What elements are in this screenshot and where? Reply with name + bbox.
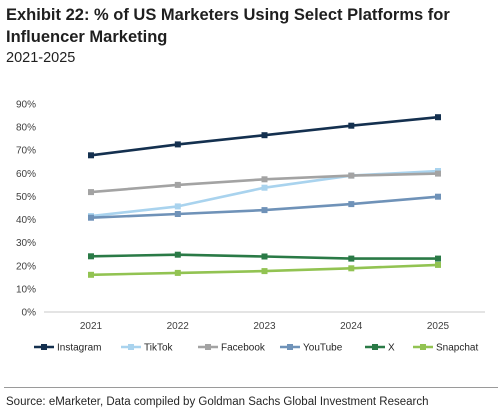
- x-axis: 2021 2022 2023 2024 2025: [44, 311, 485, 332]
- legend-label: YouTube: [303, 343, 343, 354]
- data-point-youtube: [435, 193, 441, 200]
- data-point-facebook: [88, 189, 94, 196]
- legend-swatch-marker: [372, 344, 378, 350]
- data-point-x: [261, 253, 268, 260]
- series-lines: [88, 114, 441, 278]
- data-point-x: [435, 255, 441, 262]
- data-point-snapchat: [435, 261, 441, 268]
- legend-swatch-marker: [420, 344, 426, 350]
- data-point-facebook: [435, 170, 441, 177]
- data-point-instagram: [174, 141, 181, 148]
- y-tick-label: 50%: [16, 192, 36, 203]
- data-point-tiktok: [174, 203, 181, 210]
- legend-item-x: X: [365, 343, 395, 354]
- y-tick-label: 30%: [16, 238, 36, 249]
- legend-item-snapchat: Snapchat: [413, 343, 478, 354]
- x-tick-label: 2023: [253, 321, 276, 332]
- data-point-x: [174, 251, 181, 258]
- line-chart: 0%10%20%30%40%50%60%70%80%90% 2021 2022 20…: [16, 100, 485, 354]
- series-youtube: [88, 193, 441, 221]
- series-facebook: [88, 170, 441, 196]
- legend-label: Snapchat: [436, 343, 478, 354]
- legend-swatch-marker: [128, 344, 134, 350]
- data-point-x: [88, 253, 94, 260]
- data-point-x: [348, 255, 355, 262]
- data-point-snapchat: [261, 268, 268, 275]
- exhibit-subtitle: 2021-2025: [6, 50, 76, 66]
- legend-item-facebook: Facebook: [198, 343, 266, 354]
- y-axis: 0% 10% 20% 30% 40% 50% 60% 70% 80% 90%: [16, 100, 36, 319]
- data-point-instagram: [348, 122, 355, 129]
- legend-label: Facebook: [221, 343, 266, 354]
- y-tick-label: 60%: [16, 169, 36, 180]
- data-point-instagram: [261, 132, 268, 139]
- chart-legend: Instagram TikTok Facebook YouTube X Snapchat: [34, 343, 478, 354]
- legend-swatch-marker: [41, 344, 47, 350]
- source-note: Source: eMarketer, Data compiled by Gold…: [6, 396, 429, 408]
- y-tick-label: 70%: [16, 146, 36, 157]
- source-divider: [4, 387, 498, 388]
- data-point-youtube: [261, 207, 268, 214]
- legend-label: Instagram: [57, 343, 101, 354]
- data-point-youtube: [174, 211, 181, 217]
- legend-item-instagram: Instagram: [34, 343, 101, 354]
- data-point-snapchat: [348, 265, 355, 272]
- data-point-tiktok: [261, 184, 268, 191]
- data-point-instagram: [88, 152, 94, 159]
- data-point-snapchat: [88, 271, 94, 278]
- series-instagram: [88, 114, 441, 159]
- series-x: [88, 251, 441, 262]
- legend-label: TikTok: [144, 343, 174, 354]
- data-point-facebook: [174, 181, 181, 188]
- legend-item-youtube: YouTube: [280, 343, 343, 354]
- data-point-facebook: [261, 176, 268, 183]
- legend-swatch-marker: [205, 344, 211, 350]
- data-point-facebook: [348, 172, 355, 179]
- y-tick-label: 80%: [16, 123, 36, 134]
- data-point-youtube: [88, 214, 94, 221]
- legend-swatch-marker: [287, 344, 293, 350]
- y-tick-label: 0%: [22, 308, 37, 319]
- exhibit-title: Exhibit 22: % of US Marketers Using Sele…: [6, 6, 450, 46]
- legend-item-tiktok: TikTok: [121, 343, 174, 354]
- data-point-snapchat: [174, 269, 181, 276]
- x-tick-label: 2022: [167, 321, 190, 332]
- y-tick-label: 40%: [16, 215, 36, 226]
- data-point-youtube: [348, 201, 355, 208]
- legend-label: X: [388, 343, 395, 354]
- y-tick-label: 10%: [16, 284, 36, 295]
- x-tick-label: 2025: [427, 321, 450, 332]
- x-tick-label: 2021: [80, 321, 103, 332]
- y-tick-label: 90%: [16, 100, 36, 111]
- series-snapchat: [88, 261, 441, 278]
- x-tick-label: 2024: [340, 321, 363, 332]
- data-point-instagram: [435, 114, 441, 121]
- y-tick-label: 20%: [16, 261, 36, 272]
